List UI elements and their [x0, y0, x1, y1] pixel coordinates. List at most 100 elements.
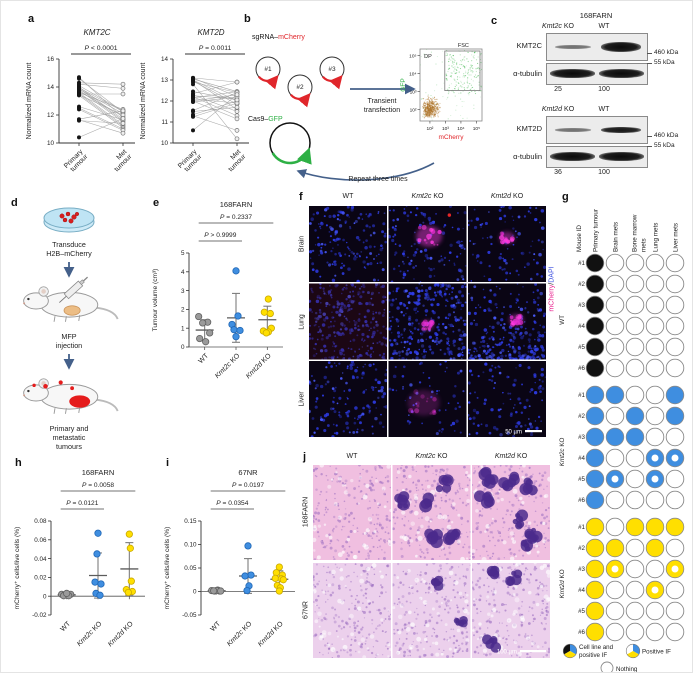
svg-text:#1: #1 — [264, 66, 272, 73]
loading-label: α-tubulin — [513, 152, 542, 161]
svg-text:Kmt2c KO: Kmt2c KO — [76, 620, 104, 648]
svg-text:Brain mets: Brain mets — [613, 222, 620, 252]
tubulin-band — [599, 152, 644, 161]
svg-text:10²: 10² — [410, 107, 417, 113]
svg-text:2: 2 — [181, 307, 185, 314]
group-wt — [207, 586, 226, 595]
loading-label: α-tubulin — [513, 69, 542, 78]
sgrna-mcherry-label: sgRNA–mCherry — [252, 34, 305, 41]
svg-text:Normalized mRNA count: Normalized mRNA count — [140, 63, 147, 140]
sgrna-plasmid-1: #1 — [255, 56, 281, 90]
if-image — [309, 206, 387, 282]
svg-text:0: 0 — [181, 344, 185, 351]
marker-bottom: 55 kDa — [654, 142, 675, 149]
group-label: Kmt2c KO — [559, 437, 566, 466]
svg-text:GFP: GFP — [400, 78, 407, 91]
group-kmt2d — [270, 563, 289, 595]
svg-text:#6: #6 — [578, 497, 585, 504]
if-image — [468, 361, 546, 437]
column-header: Kmt2c KO — [415, 453, 448, 460]
svg-text:DP: DP — [424, 54, 432, 60]
matrix-row: #1 — [578, 253, 685, 273]
svg-text:P = 0.0354: P = 0.0354 — [216, 500, 248, 507]
group-label: WT — [559, 315, 566, 325]
svg-text:#2: #2 — [578, 281, 585, 288]
mouse-tumours — [23, 378, 119, 414]
svg-text:#3: #3 — [578, 302, 585, 309]
panel-a-kmt2c-paired-plot: KMT2C P < 0.0001 10 12 14 16 Normalized mRNA c… — [26, 28, 135, 173]
cell-dish — [43, 207, 95, 233]
svg-text:mets: mets — [641, 238, 648, 252]
group-kmt2c — [239, 542, 257, 595]
svg-text:P = 0.2337: P = 0.2337 — [220, 214, 252, 221]
if-image — [388, 206, 467, 282]
svg-text:Liver mets: Liver mets — [673, 223, 680, 252]
svg-text:0.04: 0.04 — [34, 556, 47, 563]
group-kmt2c — [89, 529, 107, 599]
if-image — [468, 283, 546, 360]
quant-value: 25 — [554, 86, 562, 93]
svg-text:10³: 10³ — [442, 126, 449, 132]
svg-text:10⁴: 10⁴ — [457, 126, 464, 132]
svg-text:10: 10 — [47, 140, 55, 147]
svg-text:#1: #1 — [578, 392, 585, 399]
marker-top: 460 kDa — [654, 132, 679, 139]
paired-data — [77, 75, 126, 140]
panel-d-label: d — [11, 197, 18, 209]
svg-text:#4: #4 — [578, 455, 585, 462]
svg-text:P < 0.0001: P < 0.0001 — [84, 45, 117, 52]
quant-value: 100 — [598, 86, 610, 93]
svg-text:Kmt2c KO: Kmt2c KO — [214, 352, 242, 380]
tubulin-band — [550, 69, 595, 78]
matrix-row: #5 — [578, 601, 685, 621]
quant-value: 36 — [554, 169, 562, 176]
svg-text:5: 5 — [181, 250, 185, 257]
marker-bottom: 55 kDa — [654, 59, 675, 66]
he-image — [392, 563, 471, 658]
row-label-168farn: 168FARN — [302, 496, 310, 528]
svg-text:Kmt2d KO: Kmt2d KO — [257, 620, 285, 648]
sgrna-plasmid-3: #3 — [319, 56, 345, 90]
scale-bar: 50 µm — [505, 430, 542, 436]
svg-text:0: 0 — [193, 589, 197, 596]
svg-text:KMT2C: KMT2C — [83, 28, 110, 37]
svg-text:transfection: transfection — [364, 107, 400, 114]
svg-text:-0.05: -0.05 — [182, 612, 197, 619]
marker-tick — [647, 53, 652, 54]
svg-text:Primary and: Primary and — [50, 424, 89, 433]
column-header: WT — [346, 453, 358, 460]
group-label: Kmt2d KO — [559, 569, 566, 598]
svg-text:10³: 10³ — [410, 89, 417, 95]
svg-text:#2: #2 — [296, 84, 304, 91]
marker-tick — [647, 146, 652, 147]
svg-text:WT: WT — [209, 620, 222, 633]
svg-text:Cell line and: Cell line and — [579, 644, 614, 651]
svg-text:Nothing: Nothing — [616, 666, 638, 673]
svg-text:Primarytumour: Primarytumour — [177, 148, 204, 175]
column-header: WT — [342, 193, 354, 200]
svg-text:11: 11 — [161, 119, 168, 126]
stain-label: mCherry/DAPI — [548, 266, 556, 312]
svg-text:10⁵: 10⁵ — [409, 53, 416, 59]
blot-title: 168FARN — [579, 11, 613, 20]
marker-tick — [647, 63, 652, 64]
matrix-row: #4 — [578, 316, 685, 336]
row-label-67nr: 67NR — [302, 601, 310, 619]
matrix-row: #6 — [578, 622, 685, 642]
svg-text:WT: WT — [59, 620, 72, 633]
svg-text:10²: 10² — [426, 126, 433, 132]
he-image — [392, 465, 471, 560]
svg-text:14: 14 — [47, 84, 55, 91]
syringe-icon — [59, 276, 89, 303]
svg-text:14: 14 — [161, 56, 169, 63]
ko-band — [555, 128, 591, 132]
paired-data — [191, 75, 240, 142]
he-image — [313, 465, 391, 560]
svg-text:Kmt2d KO: Kmt2d KO — [107, 620, 135, 648]
svg-text:168FARN: 168FARN — [220, 200, 253, 209]
panel-g-mets-dot-matrix: Mouse ID Primary tumour Brain mets Bone mar… — [559, 209, 685, 673]
cas9-gfp-plasmid — [269, 122, 312, 165]
target-blot — [546, 33, 648, 61]
